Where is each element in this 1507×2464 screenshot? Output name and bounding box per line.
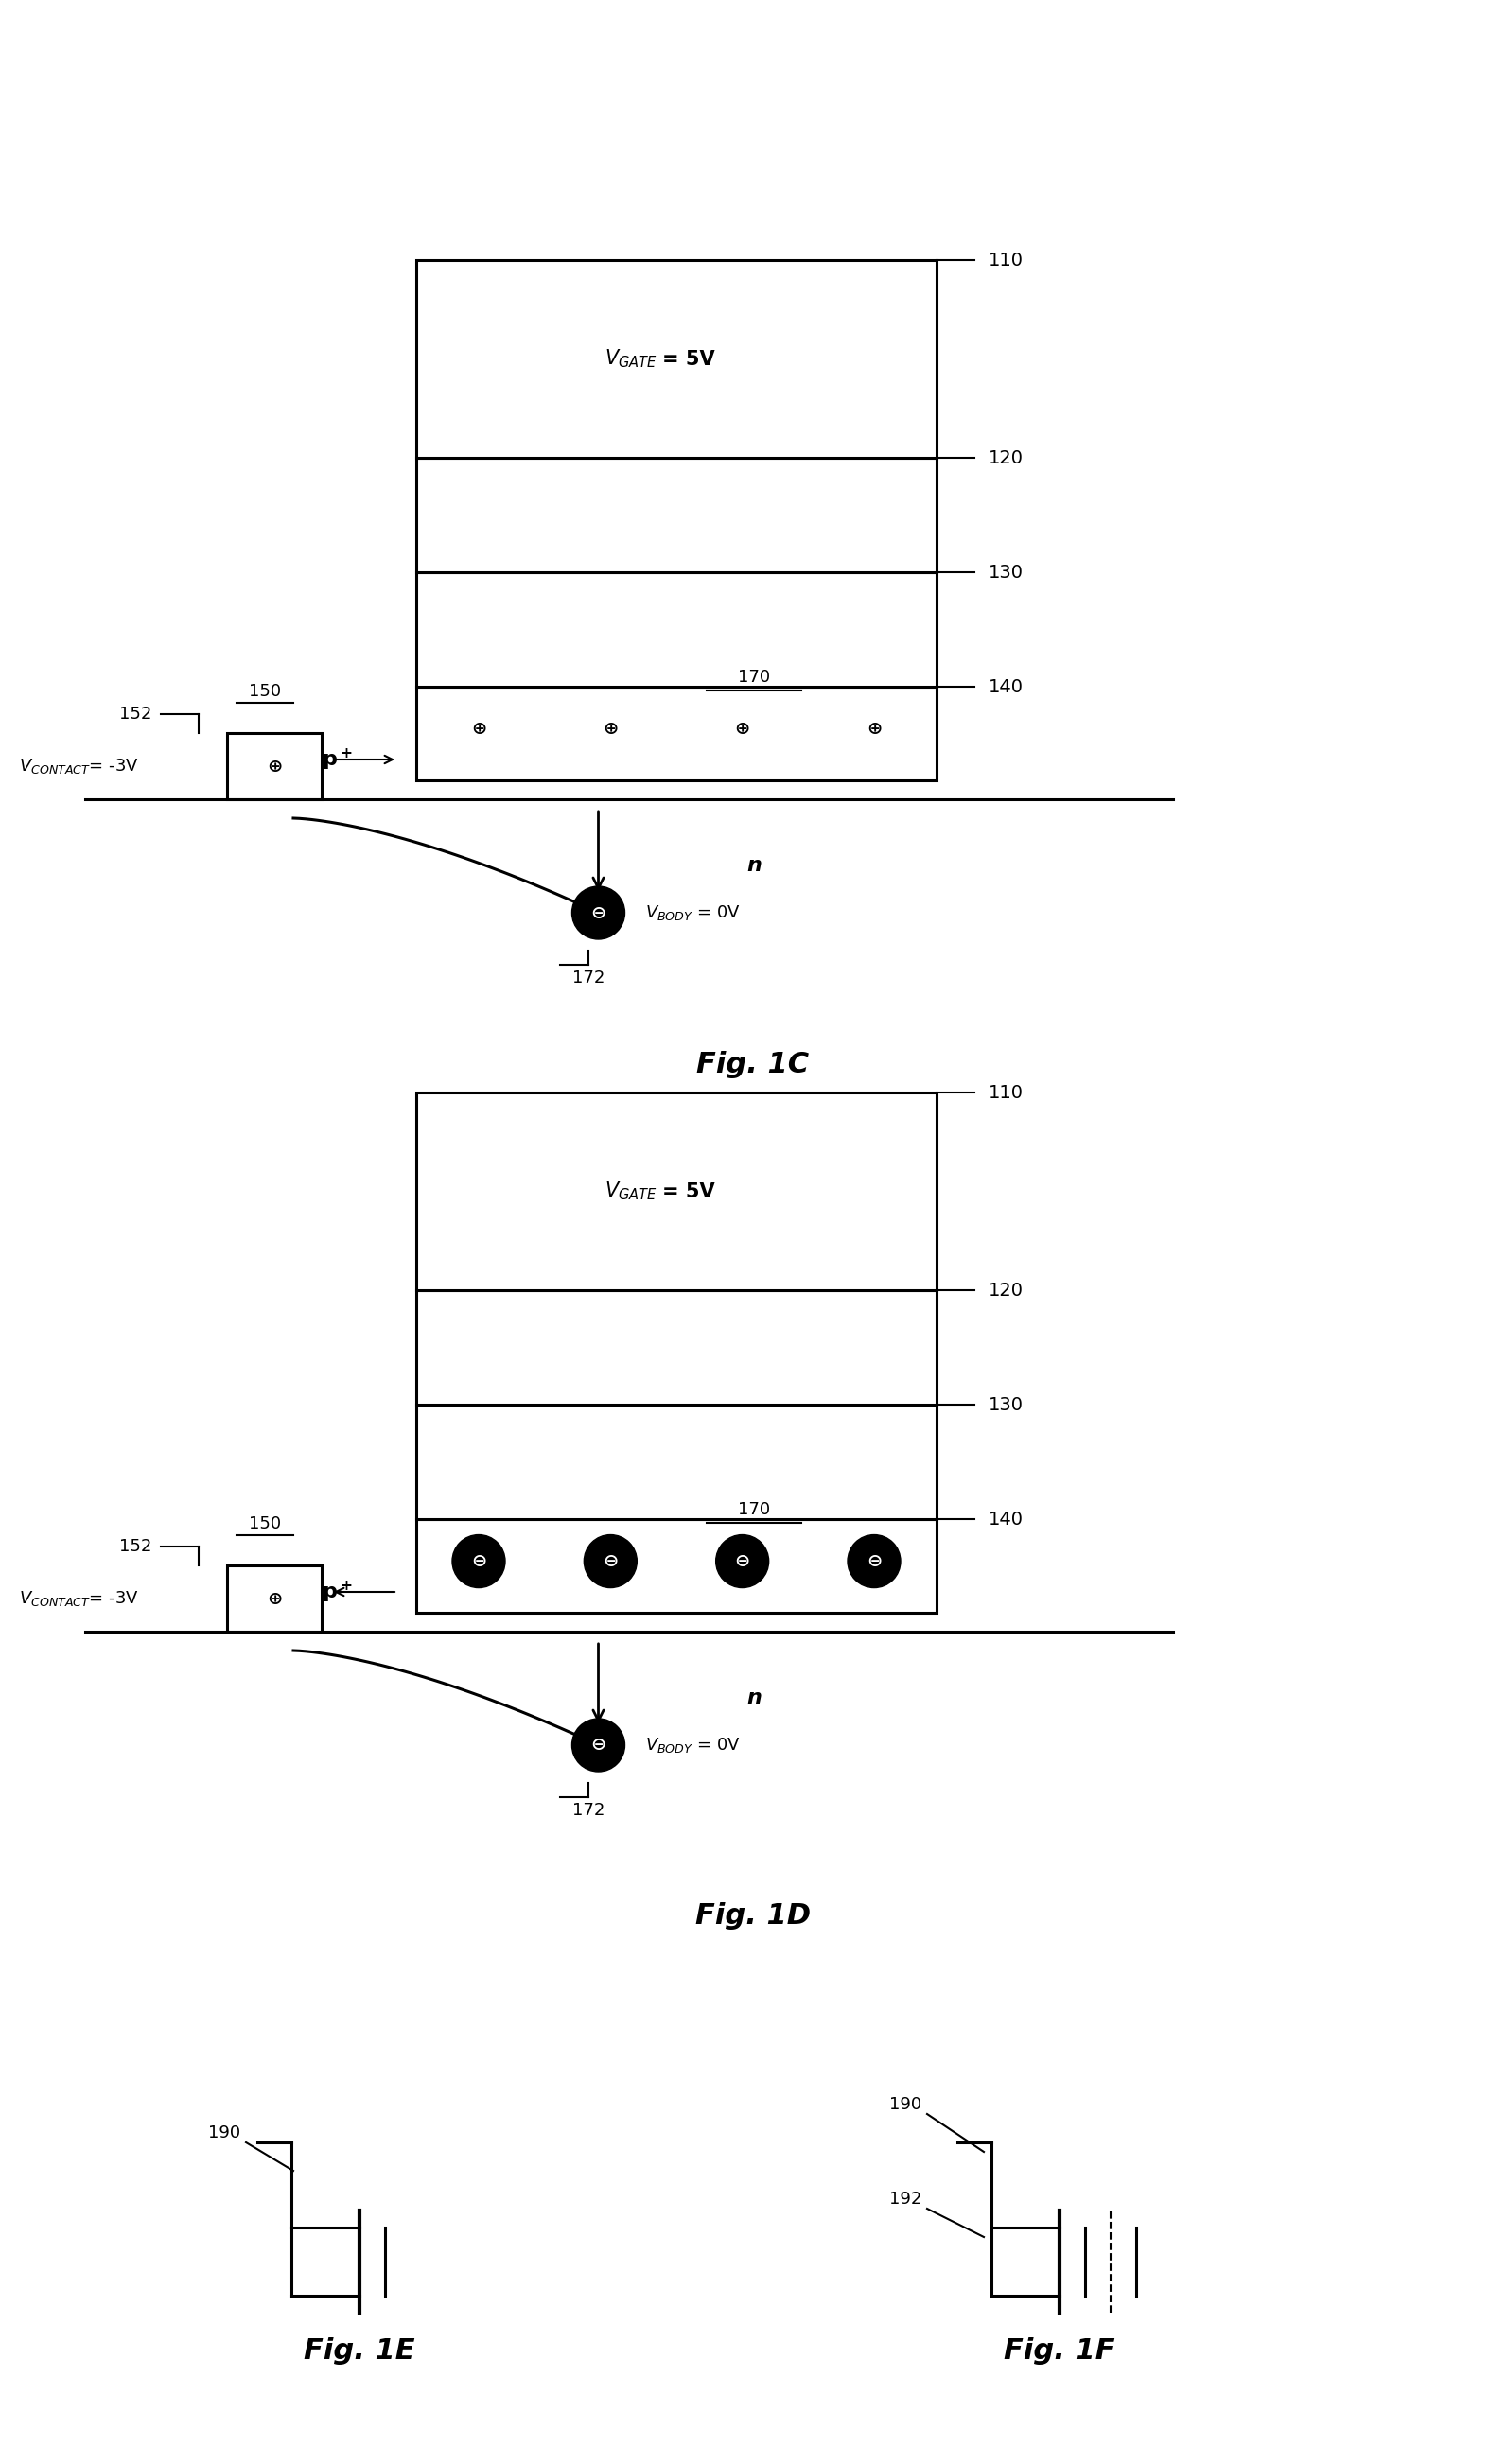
Text: ⊖: ⊖ [470,1552,487,1570]
Text: 170: 170 [738,668,770,685]
Text: 152: 152 [119,1538,151,1555]
Text: ⊖: ⊖ [603,1552,618,1570]
Bar [228,1565,321,1631]
Circle shape [847,702,901,756]
Circle shape [571,1720,625,1772]
Text: ⊖: ⊖ [734,1552,750,1570]
Bar [416,1291,936,1404]
Text: 110: 110 [989,251,1023,269]
Text: ⊕: ⊕ [267,756,282,776]
Text: Fig. 1F: Fig. 1F [1004,2336,1115,2365]
Text: = 5V: = 5V [662,1183,714,1200]
Text: $V_{GATE}$: $V_{GATE}$ [604,347,657,370]
Circle shape [571,887,625,939]
Text: ⊕: ⊕ [734,719,750,737]
Text: $\mathbf{p^+}$: $\mathbf{p^+}$ [321,747,353,771]
Text: 140: 140 [989,1510,1023,1528]
Circle shape [716,1535,769,1587]
Text: ⊖: ⊖ [867,1552,882,1570]
Text: n: n [747,1688,763,1708]
Circle shape [452,1535,505,1587]
Text: 140: 140 [989,678,1023,695]
Text: 170: 170 [738,1501,770,1518]
Text: $\mathbf{p^+}$: $\mathbf{p^+}$ [321,1579,353,1604]
Text: 190: 190 [889,2097,922,2114]
Text: 152: 152 [119,705,151,722]
Bar [416,572,936,687]
Text: 172: 172 [573,968,606,986]
Circle shape [585,1535,637,1587]
Bar [416,458,936,572]
Bar [228,734,321,798]
Text: 150: 150 [249,683,280,700]
Text: ⊕: ⊕ [603,719,618,737]
Text: 110: 110 [989,1084,1023,1101]
Text: n: n [747,855,763,875]
Text: 190: 190 [208,2124,241,2141]
Bar [416,1092,936,1291]
Text: 130: 130 [989,564,1023,582]
Text: $V_{BODY}$ = 0V: $V_{BODY}$ = 0V [645,1735,741,1754]
Text: ⊕: ⊕ [867,719,882,737]
Text: 172: 172 [573,1801,606,1818]
Text: $V_{CONTACT}$= -3V: $V_{CONTACT}$= -3V [20,756,139,776]
Text: $V_{CONTACT}$= -3V: $V_{CONTACT}$= -3V [20,1589,139,1609]
Circle shape [452,702,505,756]
Text: Fig. 1D: Fig. 1D [695,1902,811,1929]
Bar [416,261,936,458]
Text: 120: 120 [989,448,1023,466]
Circle shape [716,702,769,756]
Text: 130: 130 [989,1395,1023,1414]
Text: $V_{GATE}$: $V_{GATE}$ [604,1180,657,1202]
Text: 150: 150 [249,1515,280,1533]
Text: = 5V: = 5V [662,350,714,370]
Text: ⊕: ⊕ [470,719,487,737]
Circle shape [585,702,637,756]
Circle shape [250,742,298,791]
Text: 120: 120 [989,1281,1023,1299]
Text: Fig. 1C: Fig. 1C [696,1050,809,1077]
Bar [416,687,936,781]
Bar [416,1520,936,1614]
Bar [416,1404,936,1520]
Text: ⊕: ⊕ [267,1589,282,1607]
Circle shape [847,1535,901,1587]
Text: ⊖: ⊖ [591,1737,606,1754]
Text: Fig. 1E: Fig. 1E [304,2336,414,2365]
Text: $V_{BODY}$ = 0V: $V_{BODY}$ = 0V [645,904,741,922]
Text: 192: 192 [889,2190,922,2208]
Text: ⊖: ⊖ [591,904,606,922]
Circle shape [250,1574,298,1621]
